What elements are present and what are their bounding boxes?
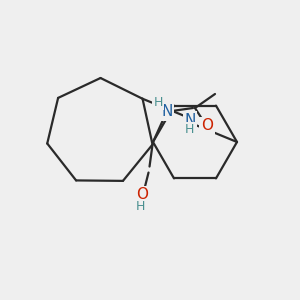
Text: N: N [161,104,173,119]
Text: H: H [185,123,194,136]
Text: H: H [153,95,163,109]
Text: N: N [184,113,196,128]
Text: O: O [201,118,213,134]
Text: O: O [136,187,148,202]
Text: H: H [136,200,145,213]
